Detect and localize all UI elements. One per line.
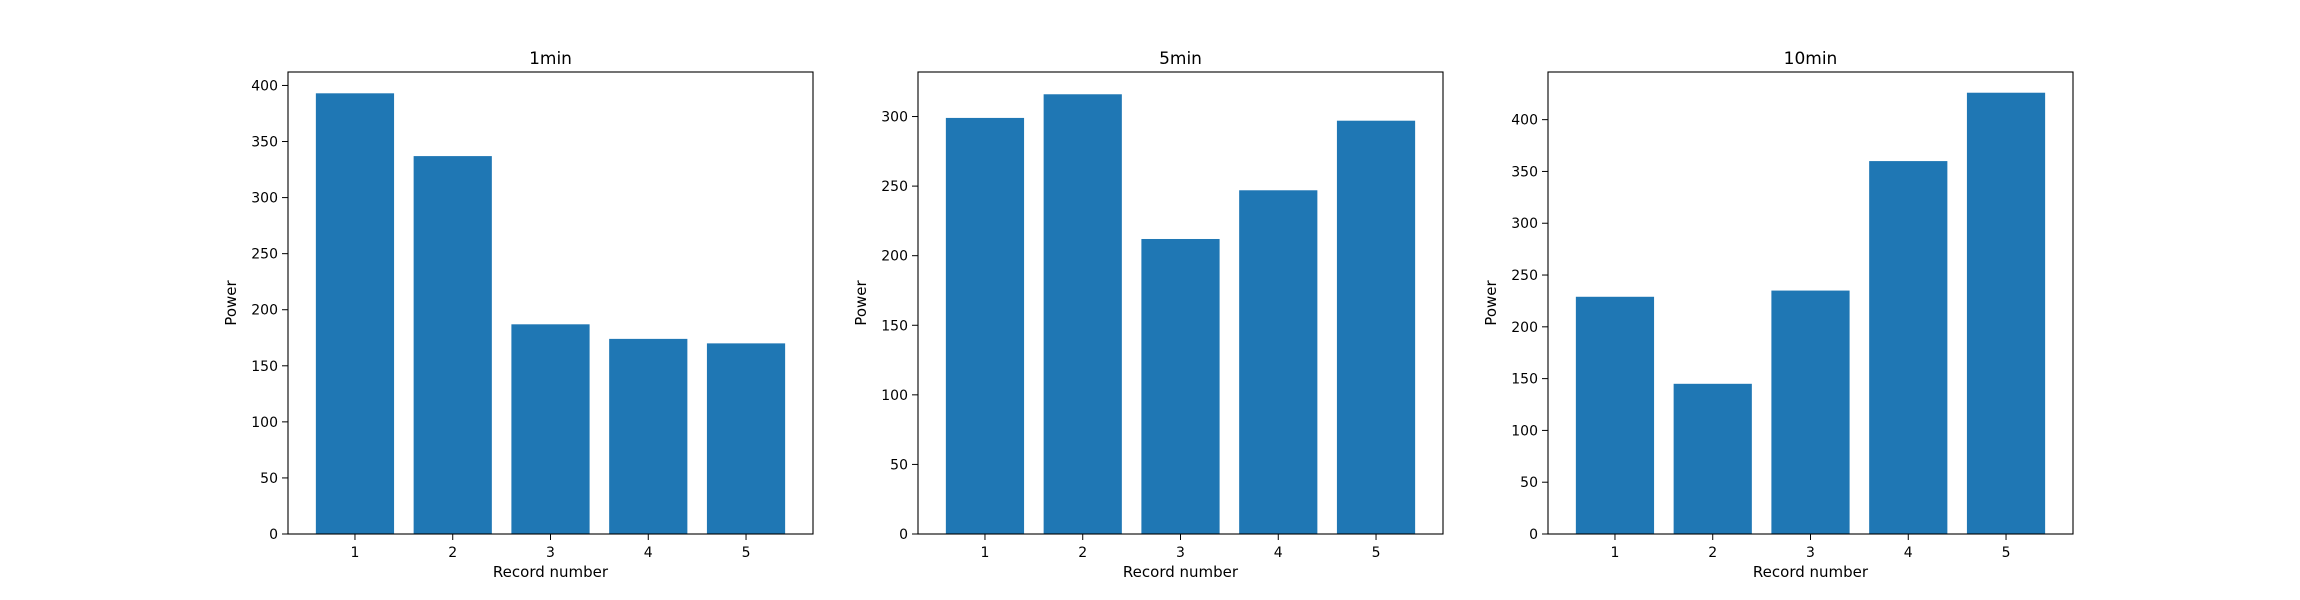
bar-2: [1673, 383, 1752, 534]
bar-5: [1336, 120, 1416, 534]
y-axis-label: Power: [852, 279, 870, 325]
y-tick-label: 50: [1520, 475, 1538, 491]
x-tick-label: 3: [1176, 545, 1185, 561]
y-tick-label: 300: [251, 191, 278, 207]
x-axis-label: Record number: [493, 563, 609, 581]
bar-3: [1771, 290, 1850, 534]
x-tick-label: 2: [448, 545, 457, 561]
x-tick-label: 5: [1372, 545, 1381, 561]
x-axis-label: Record number: [1123, 563, 1239, 581]
chart-title: 5min: [1159, 49, 1202, 69]
bar-2: [1043, 94, 1122, 535]
x-tick-label: 2: [1078, 545, 1087, 561]
x-axis-label: Record number: [1753, 563, 1869, 581]
y-tick-label: 100: [881, 388, 908, 404]
y-tick-label: 350: [1511, 164, 1538, 180]
y-tick-label: 0: [1529, 527, 1538, 543]
chart-title: 10min: [1784, 49, 1838, 69]
y-tick-label: 200: [1511, 320, 1538, 336]
x-tick-label: 5: [2002, 545, 2011, 561]
y-tick-label: 150: [251, 359, 278, 375]
y-tick-label: 200: [251, 303, 278, 319]
y-tick-label: 250: [881, 179, 908, 195]
bar-4: [609, 338, 688, 534]
y-tick-label: 0: [899, 527, 908, 543]
y-tick-label: 0: [269, 527, 278, 543]
x-tick-label: 4: [1904, 545, 1913, 561]
y-axis-label: Power: [222, 279, 240, 325]
y-tick-label: 100: [1511, 423, 1538, 439]
y-tick-label: 150: [1511, 372, 1538, 388]
bar-4: [1239, 190, 1318, 534]
x-tick-label: 1: [351, 545, 360, 561]
y-tick-label: 50: [890, 457, 908, 473]
y-tick-label: 150: [881, 318, 908, 334]
x-tick-label: 3: [1806, 545, 1815, 561]
bar-1: [1575, 296, 1655, 534]
y-axis-label: Power: [1482, 279, 1500, 325]
y-tick-label: 250: [251, 247, 278, 263]
x-tick-label: 5: [742, 545, 751, 561]
y-tick-label: 400: [1511, 113, 1538, 129]
y-tick-label: 200: [881, 249, 908, 265]
y-tick-label: 300: [1511, 216, 1538, 232]
bar-5: [1966, 92, 2046, 534]
y-tick-label: 300: [881, 110, 908, 126]
bar-1: [945, 117, 1025, 535]
chart-panel-3: 1 2 3 4 505010015020025030035040010minRecord…: [1482, 49, 2074, 581]
bar-2: [413, 156, 492, 534]
chart-panel-1: 1 2 3 4 50501001502002503003504001minRecord …: [222, 49, 814, 581]
x-tick-label: 3: [546, 545, 555, 561]
y-tick-label: 50: [260, 471, 278, 487]
x-tick-label: 2: [1708, 545, 1717, 561]
x-tick-label: 4: [1274, 545, 1283, 561]
bar-4: [1869, 161, 1948, 534]
bar-3: [511, 324, 590, 534]
y-tick-label: 100: [251, 415, 278, 431]
y-tick-label: 250: [1511, 268, 1538, 284]
bar-1: [315, 93, 395, 534]
y-tick-label: 400: [251, 78, 278, 94]
bar-5: [706, 343, 786, 534]
x-tick-label: 1: [1611, 545, 1620, 561]
x-tick-label: 4: [644, 545, 653, 561]
x-tick-label: 1: [981, 545, 990, 561]
bar-3: [1141, 238, 1220, 535]
chart-title: 1min: [529, 49, 572, 69]
y-tick-label: 350: [251, 135, 278, 151]
